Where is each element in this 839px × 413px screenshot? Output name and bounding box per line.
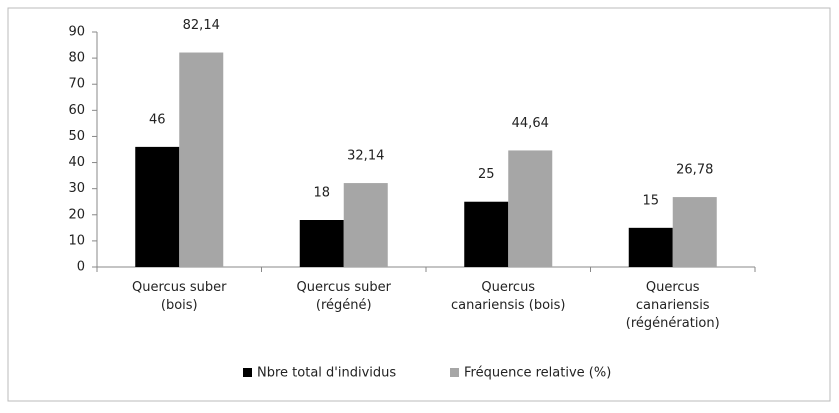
- x-tick-label-line: canariensis (bois): [451, 298, 566, 313]
- x-tick-label-line: Quercus: [481, 280, 535, 295]
- x-tick-label-line: (régénération): [626, 316, 720, 331]
- y-tick-label: 40: [68, 155, 85, 170]
- legend-label: Nbre total d'individus: [257, 366, 396, 381]
- bar: [299, 220, 344, 267]
- bar: [179, 52, 224, 268]
- x-tick-label: Quercus canariensis (bois): [451, 280, 566, 313]
- bar: [672, 197, 717, 267]
- y-tick-label: 50: [68, 129, 85, 144]
- legend-label: Fréquence relative (%): [464, 366, 611, 381]
- y-tick-label: 80: [68, 51, 85, 66]
- y-tick-label: 0: [77, 260, 85, 275]
- y-tick-label: 60: [68, 103, 85, 118]
- value-label: 15: [642, 193, 659, 208]
- bar: [135, 146, 180, 267]
- value-label: 26,78: [676, 163, 713, 178]
- y-tick-label: 90: [68, 25, 85, 40]
- value-label: 32,14: [347, 149, 384, 164]
- x-tick-label-line: (bois): [161, 298, 198, 313]
- y-tick-label: 30: [68, 181, 85, 196]
- x-tick-label-line: Quercus suber: [297, 280, 392, 295]
- bar: [343, 183, 388, 267]
- y-tick-label: 20: [68, 207, 85, 222]
- legend-swatch: [450, 368, 459, 377]
- x-tick-label: Quercus canariensis (régénération): [626, 280, 720, 331]
- value-label: 44,64: [512, 116, 549, 131]
- bar: [508, 150, 553, 267]
- x-tick-label-line: (régéné): [316, 298, 372, 313]
- x-tick-label-line: Quercus suber: [132, 280, 227, 295]
- bar: [628, 227, 673, 267]
- bar: [464, 201, 509, 267]
- value-label: 18: [313, 186, 330, 201]
- x-tick-label-line: Quercus: [646, 280, 700, 295]
- value-label: 46: [149, 112, 166, 127]
- y-tick-label: 10: [68, 233, 85, 248]
- x-tick-label: Quercus suber (bois): [132, 280, 227, 313]
- x-tick-label: Quercus suber (régéné): [297, 280, 392, 313]
- value-label: 82,14: [183, 18, 220, 33]
- value-label: 25: [478, 167, 495, 182]
- y-tick-label: 70: [68, 77, 85, 92]
- x-tick-label-line: canariensis: [636, 298, 710, 313]
- legend-swatch: [243, 368, 252, 377]
